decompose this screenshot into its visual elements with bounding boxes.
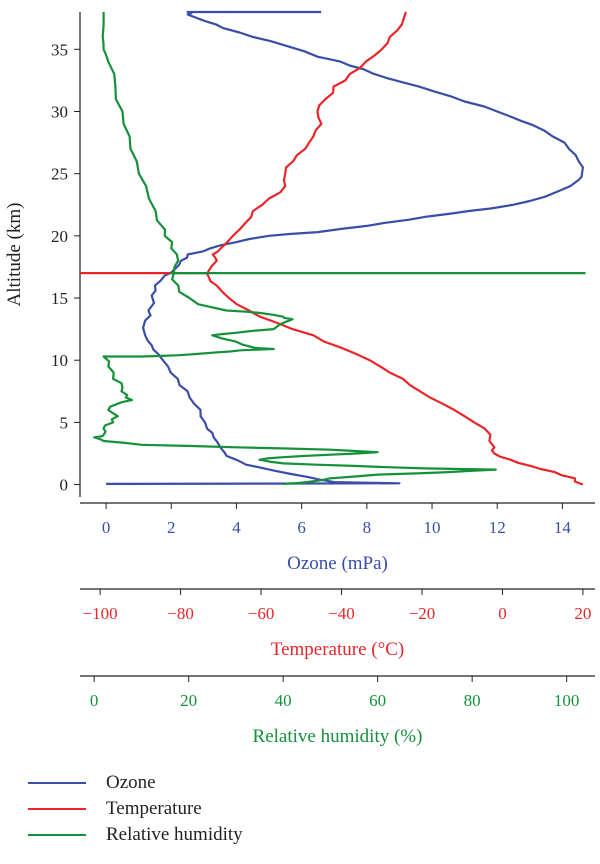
temperature-x-tick-label: 20 [574, 604, 591, 623]
ozone-series-line [106, 10, 584, 485]
temperature-x-tick-label: −100 [83, 604, 118, 623]
humidity-series-line [93, 12, 497, 485]
temperature-x-axis-title: Temperature (°C) [271, 639, 404, 660]
ozone-x-tick-label: 14 [554, 518, 572, 537]
ozone-x-tick-label: 6 [297, 518, 306, 537]
ozone-x-tick-label: 12 [489, 518, 506, 537]
humidity-x-tick-label: 60 [369, 691, 386, 710]
legend-label-ozone: Ozone [106, 772, 156, 793]
temperature-x-tick-label: −20 [409, 604, 436, 623]
humidity-x-tick-label: 80 [464, 691, 481, 710]
ozone-x-tick-label: 8 [363, 518, 372, 537]
ozone-x-tick-label: 2 [167, 518, 176, 537]
legend-label-humidity: Relative humidity [106, 824, 243, 845]
legend-swatch-ozone [28, 782, 86, 784]
legend-swatch-humidity [28, 834, 86, 836]
legend-item-humidity: Relative humidity [28, 822, 243, 848]
temperature-x-tick-label: −40 [328, 604, 355, 623]
temperature-x-tick-label: −80 [167, 604, 194, 623]
humidity-x-tick-label: 100 [554, 691, 580, 710]
humidity-x-tick-label: 20 [180, 691, 197, 710]
temperature-x-tick-label: 0 [498, 604, 507, 623]
y-tick-label: 25 [51, 165, 68, 184]
y-axis-title: Altitude (km) [4, 203, 25, 307]
humidity-x-tick-label: 40 [275, 691, 292, 710]
ozone-x-axis-title: Ozone (mPa) [287, 553, 388, 574]
y-tick-label: 15 [51, 289, 68, 308]
temperature-series-line [205, 11, 584, 486]
y-tick-label: 20 [51, 227, 68, 246]
y-tick-label: 30 [51, 102, 68, 121]
y-tick-label: 10 [51, 351, 68, 370]
y-tick-label: 35 [51, 40, 68, 59]
y-tick-label: 5 [60, 413, 69, 432]
humidity-x-axis-title: Relative humidity (%) [253, 726, 423, 747]
ozone-x-tick-label: 0 [102, 518, 111, 537]
humidity-x-tick-label: 0 [90, 691, 99, 710]
legend-item-temperature: Temperature [28, 796, 243, 822]
y-tick-label: 0 [60, 476, 69, 495]
legend-swatch-temperature [28, 808, 86, 810]
legend-item-ozone: Ozone [28, 770, 243, 796]
temperature-x-tick-label: −60 [248, 604, 275, 623]
legend-label-temperature: Temperature [106, 798, 202, 819]
ozone-x-tick-label: 10 [424, 518, 441, 537]
ozone-x-tick-label: 4 [232, 518, 241, 537]
legend: Ozone Temperature Relative humidity [28, 770, 243, 848]
